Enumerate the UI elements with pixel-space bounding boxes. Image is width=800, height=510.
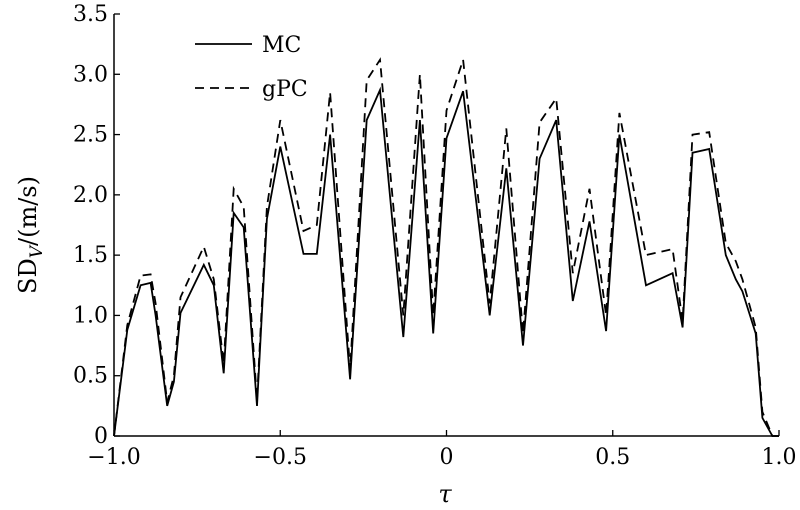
x-tick-label: −0.5 <box>254 445 307 470</box>
y-axis-title-subscript: V <box>27 244 47 258</box>
x-tick-label: 1.0 <box>762 445 797 470</box>
plot-area <box>113 57 779 437</box>
x-axis-title: τ <box>438 480 452 508</box>
x-tick-label: −1.0 <box>87 445 140 470</box>
y-tick-label: 2.5 <box>73 123 108 148</box>
y-tick-label: 0 <box>94 424 108 449</box>
series-line-mc <box>113 86 779 437</box>
x-tick-label: 0.5 <box>595 445 630 470</box>
y-tick-label: 1.0 <box>73 303 108 328</box>
axes <box>113 14 779 437</box>
y-axis-title-base: SD <box>14 258 42 294</box>
series-line-gpc <box>113 57 779 437</box>
y-tick-label: 2.0 <box>73 183 108 208</box>
y-tick-label: 3.5 <box>73 2 108 27</box>
y-axis-title: SDV/(m/s) <box>14 176 47 294</box>
legend: MC gPC <box>195 33 308 102</box>
y-tick-label: 0.5 <box>73 364 108 389</box>
x-tick-label: 0 <box>440 445 454 470</box>
y-tick-label: 1.5 <box>73 243 108 268</box>
y-tick-label: 3.0 <box>73 62 108 87</box>
legend-label-mc: MC <box>262 33 301 58</box>
tick-labels: 0 0.5 1.0 1.5 2.0 2.5 3.0 3.5 −1.0 −0.5 0 0.5 1.0 <box>73 2 797 470</box>
y-axis-title-suffix: /(m/s) <box>14 176 42 246</box>
legend-label-gpc: gPC <box>262 77 308 102</box>
